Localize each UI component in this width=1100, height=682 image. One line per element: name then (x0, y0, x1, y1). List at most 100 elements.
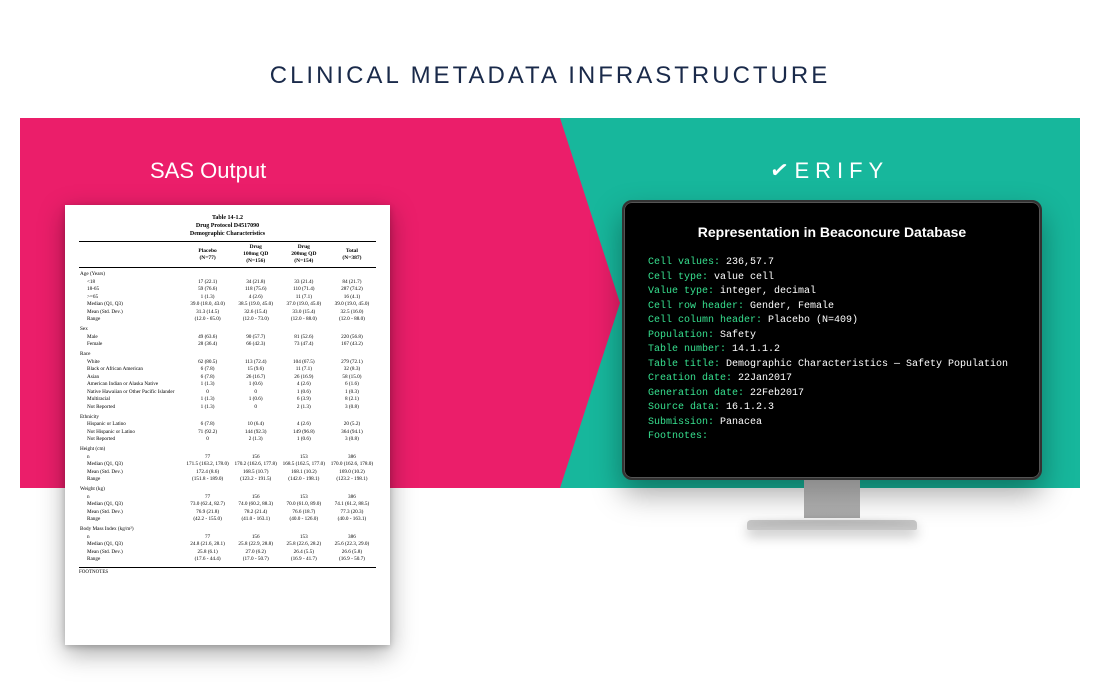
table-cell: (12.0 - 73.0) (232, 316, 280, 324)
table-cell: n (79, 533, 184, 541)
table-cell: 25.6 (22.3, 29.0) (328, 541, 376, 549)
table-cell: 4 (2.6) (280, 421, 328, 429)
table-cell: 4 (2.6) (280, 381, 328, 389)
table-cell: 3 (0.8) (328, 403, 376, 411)
table-cell: 25.8 (6.1) (184, 548, 232, 556)
table-cell: 81 (52.6) (280, 333, 328, 341)
terminal-key: Cell row header: (648, 301, 744, 312)
table-cell: Not Reported (79, 436, 184, 444)
table-cell: Native Hawaiian or Other Pacific Islande… (79, 388, 184, 396)
table-cell: 287 (74.2) (328, 286, 376, 294)
table-cell: 169.0 (10.2) (328, 468, 376, 476)
terminal-line: Cell column header: Placebo (N=409) (648, 314, 1016, 329)
table-row: Not Reported02 (1.3)1 (0.6)3 (0.8) (79, 436, 376, 444)
table-cell: n (79, 453, 184, 461)
table-cell: 27.0 (6.2) (232, 548, 280, 556)
terminal-line: Table title: Demographic Characteristics… (648, 358, 1016, 373)
doc-footnotes: FOOTNOTES (79, 567, 376, 576)
terminal-key: Footnotes: (648, 431, 708, 442)
table-cell: 168.1 (10.2) (280, 468, 328, 476)
terminal-key: Table number: (648, 344, 726, 355)
table-cell: 74.1 (61.2, 88.5) (328, 501, 376, 509)
doc-section-header: Race (79, 348, 376, 358)
table-row: 18-6559 (76.6)118 (75.6)110 (71.4)287 (7… (79, 286, 376, 294)
table-cell: 73.0 (62.4, 82.7) (184, 501, 232, 509)
table-cell: 70.0 (61.0, 89.0) (280, 501, 328, 509)
table-row: n77156153386 (79, 493, 376, 501)
table-cell: Hispanic or Latino (79, 421, 184, 429)
table-row: American Indian or Alaska Native1 (1.3)1… (79, 381, 376, 389)
doc-table: Placebo(N=77)Drug100mg QD(N=156)Drug200m… (79, 241, 376, 563)
table-cell: 168.5 (10.7) (232, 468, 280, 476)
table-cell: 168.5 (162.5, 177.0) (280, 461, 328, 469)
table-cell: 32.6 (15.4) (232, 308, 280, 316)
table-cell: 24.8 (21.6, 28.1) (184, 541, 232, 549)
table-cell: 4 (2.6) (232, 293, 280, 301)
table-cell: 167 (43.2) (328, 341, 376, 349)
table-cell: 156 (232, 493, 280, 501)
table-cell: 26.6 (5.8) (328, 548, 376, 556)
table-cell: 6 (7.8) (184, 366, 232, 374)
table-cell: 90 (57.7) (232, 333, 280, 341)
table-cell: (17.0 - 50.7) (232, 556, 280, 564)
table-cell: 11 (7.1) (280, 293, 328, 301)
doc-header: Table 14-1.2 Drug Protocol D4517090 Demo… (79, 215, 376, 241)
table-cell: 1 (1.3) (184, 403, 232, 411)
monitor-neck (804, 480, 860, 518)
table-cell: 76.9 (21.8) (184, 508, 232, 516)
left-panel-label: SAS Output (150, 158, 266, 184)
table-cell: 1 (1.3) (184, 381, 232, 389)
table-cell: 33 (21.4) (280, 278, 328, 286)
terminal-value: integer, decimal (714, 286, 816, 297)
table-cell: (142.0 - 198.1) (280, 476, 328, 484)
table-cell: 39.0 (18.0, 43.0) (184, 301, 232, 309)
terminal-line: Population: Safety (648, 329, 1016, 344)
terminal-line: Generation date: 22Feb2017 (648, 387, 1016, 402)
doc-section-header: Height (cm) (79, 443, 376, 453)
table-cell: (123.2 - 191.5) (232, 476, 280, 484)
terminal-value: 14.1.1.2 (726, 344, 780, 355)
doc-col-header (79, 242, 184, 268)
table-cell: 170.0 (162.6, 178.0) (328, 461, 376, 469)
table-row: Range(42.2 - 155.0)(41.0 - 163.1)(40.0 -… (79, 516, 376, 524)
table-cell: 279 (72.1) (328, 358, 376, 366)
terminal-value: 22Jan2017 (732, 373, 792, 384)
terminal-kv-block: Cell values: 236,57.7Cell type: value ce… (648, 256, 1016, 445)
table-cell: 172.4 (8.6) (184, 468, 232, 476)
table-row: n77156153386 (79, 533, 376, 541)
table-cell: 156 (232, 453, 280, 461)
table-cell: 110 (71.4) (280, 286, 328, 294)
table-cell: 49 (63.6) (184, 333, 232, 341)
table-cell: 34 (21.8) (232, 278, 280, 286)
table-cell: <18 (79, 278, 184, 286)
table-cell: (123.2 - 198.1) (328, 476, 376, 484)
table-cell: 38.5 (19.0, 45.0) (232, 301, 280, 309)
table-cell: Black or African American (79, 366, 184, 374)
table-cell: 6 (1.6) (328, 381, 376, 389)
table-cell: 73 (47.4) (280, 341, 328, 349)
table-cell: 77.3 (20.3) (328, 508, 376, 516)
table-row: Male49 (63.6)90 (57.7)81 (52.6)220 (56.8… (79, 333, 376, 341)
table-row: Not Reported1 (1.3)02 (1.3)3 (0.8) (79, 403, 376, 411)
table-cell: 15 (9.6) (232, 366, 280, 374)
table-cell: 118 (75.6) (232, 286, 280, 294)
table-cell: 8 (2.1) (328, 396, 376, 404)
table-cell: 17 (22.1) (184, 278, 232, 286)
table-cell: 1 (0.6) (280, 436, 328, 444)
table-cell: 26 (16.9) (280, 373, 328, 381)
terminal-value: 16.1.2.3 (720, 402, 774, 413)
sas-document: Table 14-1.2 Drug Protocol D4517090 Demo… (65, 205, 390, 645)
table-row: Median (Q1, Q3)171.5 (163.2, 178.0)170.2… (79, 461, 376, 469)
table-cell: 1 (0.6) (280, 388, 328, 396)
table-cell: 0 (232, 388, 280, 396)
terminal-line: Table number: 14.1.1.2 (648, 343, 1016, 358)
table-cell: Range (79, 476, 184, 484)
terminal-key: Source data: (648, 402, 720, 413)
table-cell: 20 (5.2) (328, 421, 376, 429)
terminal-value: Placebo (N=409) (762, 315, 858, 326)
table-cell: Median (Q1, Q3) (79, 501, 184, 509)
table-row: Median (Q1, Q3)24.8 (21.6, 28.1)25.8 (22… (79, 541, 376, 549)
table-cell: Male (79, 333, 184, 341)
doc-table-number: Table 14-1.2 (79, 215, 376, 223)
table-cell: 364 (94.1) (328, 428, 376, 436)
